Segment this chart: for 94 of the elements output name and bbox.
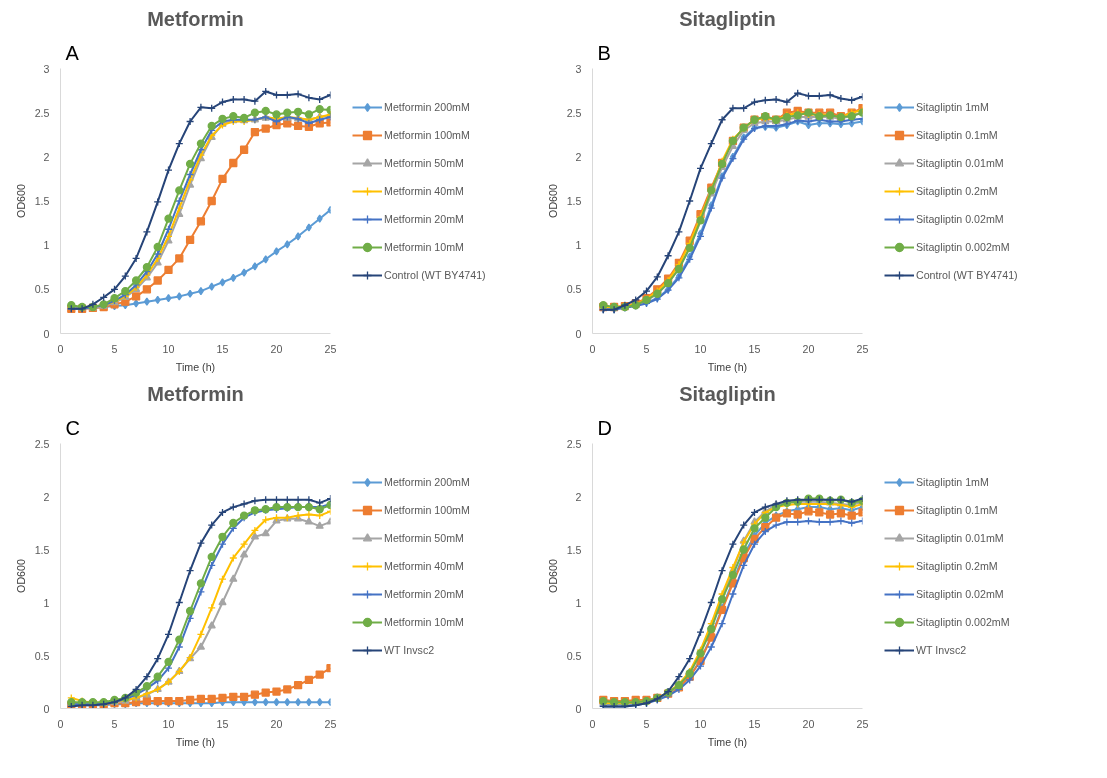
- x-tick-label: 20: [802, 717, 815, 730]
- legend-label: Metformin 50mM: [384, 156, 464, 169]
- x-tick-label: 10: [694, 342, 707, 355]
- x-axis-title: Time (h): [707, 735, 748, 748]
- legend-label: Metformin 20mM: [384, 212, 464, 225]
- x-tick-label: 5: [111, 342, 118, 355]
- legend-label: Sitagliptin 0.02mM: [916, 212, 1004, 225]
- chart-title: Metformin: [147, 382, 244, 405]
- x-tick-label: 20: [270, 342, 283, 355]
- x-tick-label: 10: [162, 717, 175, 730]
- legend-label: Sitagliptin 0.002mM: [916, 615, 1010, 628]
- legend-label: Metformin 100mM: [384, 503, 470, 516]
- y-tick-label: 0: [43, 327, 50, 340]
- x-tick-label: 5: [111, 717, 118, 730]
- legend-label: Control (WT BY4741): [384, 268, 486, 281]
- x-tick-label: 10: [162, 342, 175, 355]
- legend-label: Control (WT BY4741): [916, 268, 1018, 281]
- text: A: [65, 41, 80, 64]
- y-tick-label: 3: [43, 62, 50, 75]
- y-tick-label: 0: [43, 702, 50, 715]
- legend-label: Sitagliptin 0.1mM: [916, 503, 998, 516]
- y-axis-title: OD600: [546, 184, 559, 218]
- legend-label: WT Invsc2: [384, 643, 435, 656]
- chart-title: Sitagliptin: [679, 382, 776, 405]
- x-tick-label: 0: [57, 342, 64, 355]
- x-tick-label: 15: [748, 717, 761, 730]
- x-tick-label: 25: [324, 717, 337, 730]
- legend-label: Sitagliptin 0.02mM: [916, 587, 1004, 600]
- x-axis-title: Time (h): [175, 360, 216, 373]
- y-tick-label: 2: [575, 490, 582, 503]
- legend-label: Sitagliptin 1mM: [916, 475, 989, 488]
- x-tick-label: 5: [643, 717, 650, 730]
- y-tick-label: 0: [575, 702, 582, 715]
- x-tick-label: 25: [324, 342, 337, 355]
- legend-label: Sitagliptin 0.2mM: [916, 559, 998, 572]
- y-tick-label: 0.5: [566, 283, 582, 296]
- x-tick-label: 5: [643, 342, 650, 355]
- x-axis-title: Time (h): [707, 360, 748, 373]
- legend-label: Metformin 10mM: [384, 240, 464, 253]
- x-tick-label: 20: [802, 342, 815, 355]
- y-tick-label: 1: [43, 596, 50, 609]
- y-tick-label: 2.5: [34, 437, 50, 450]
- legend-label: Metformin 40mM: [384, 184, 464, 197]
- x-tick-label: 15: [216, 342, 229, 355]
- y-tick-label: 1.5: [566, 195, 582, 207]
- x-axis-title: Time (h): [175, 735, 216, 748]
- y-axis-title: OD600: [14, 184, 27, 218]
- y-tick-label: 0.5: [34, 283, 50, 296]
- y-tick-label: 1.5: [566, 543, 582, 556]
- y-tick-label: 1: [43, 239, 50, 252]
- legend-label: Sitagliptin 0.002mM: [916, 240, 1010, 253]
- legend-label: Sitagliptin 0.01mM: [916, 531, 1004, 544]
- x-tick-label: 0: [57, 717, 64, 730]
- legend-label: Sitagliptin 1mM: [916, 100, 989, 113]
- legend-label: Sitagliptin 0.2mM: [916, 184, 998, 197]
- x-tick-label: 20: [270, 717, 283, 730]
- legend-label: Metformin 20mM: [384, 587, 464, 600]
- chart-title: Sitagliptin: [679, 7, 776, 30]
- legend-label: Sitagliptin 0.01mM: [916, 156, 1004, 169]
- text: C: [65, 416, 80, 439]
- legend-label: Sitagliptin 0.1mM: [916, 128, 998, 141]
- text: D: [597, 416, 612, 439]
- y-tick-label: 0.5: [34, 649, 50, 662]
- legend-label: Metformin 200mM: [384, 100, 470, 113]
- legend-label: Metformin 200mM: [384, 475, 470, 488]
- x-tick-label: 0: [589, 342, 596, 355]
- legend-label: Metformin 40mM: [384, 559, 464, 572]
- y-axis-title: OD600: [546, 559, 559, 593]
- y-tick-label: 2: [43, 150, 50, 163]
- y-tick-label: 1.5: [34, 543, 50, 556]
- y-tick-label: 2: [575, 150, 582, 163]
- text: B: [597, 41, 611, 64]
- y-tick-label: 3: [575, 62, 582, 75]
- legend-label: Metformin 50mM: [384, 531, 464, 544]
- y-tick-label: 2.5: [566, 106, 582, 119]
- x-tick-label: 25: [856, 717, 869, 730]
- x-tick-label: 15: [216, 717, 229, 730]
- y-tick-label: 1.5: [34, 195, 50, 207]
- legend-label: Metformin 10mM: [384, 615, 464, 628]
- x-tick-label: 0: [589, 717, 596, 730]
- y-tick-label: 1: [575, 239, 582, 252]
- x-tick-label: 15: [748, 342, 761, 355]
- y-tick-label: 0: [575, 327, 582, 340]
- x-tick-label: 25: [856, 342, 869, 355]
- legend-label: WT Invsc2: [916, 643, 967, 656]
- x-tick-label: 10: [694, 717, 707, 730]
- legend-label: Metformin 100mM: [384, 128, 470, 141]
- chart-title: Metformin: [147, 7, 244, 30]
- y-tick-label: 2.5: [34, 106, 50, 119]
- y-tick-label: 1: [575, 596, 582, 609]
- y-tick-label: 0.5: [566, 649, 582, 662]
- y-tick-label: 2: [43, 490, 50, 503]
- y-axis-title: OD600: [14, 559, 27, 593]
- y-tick-label: 2.5: [566, 437, 582, 450]
